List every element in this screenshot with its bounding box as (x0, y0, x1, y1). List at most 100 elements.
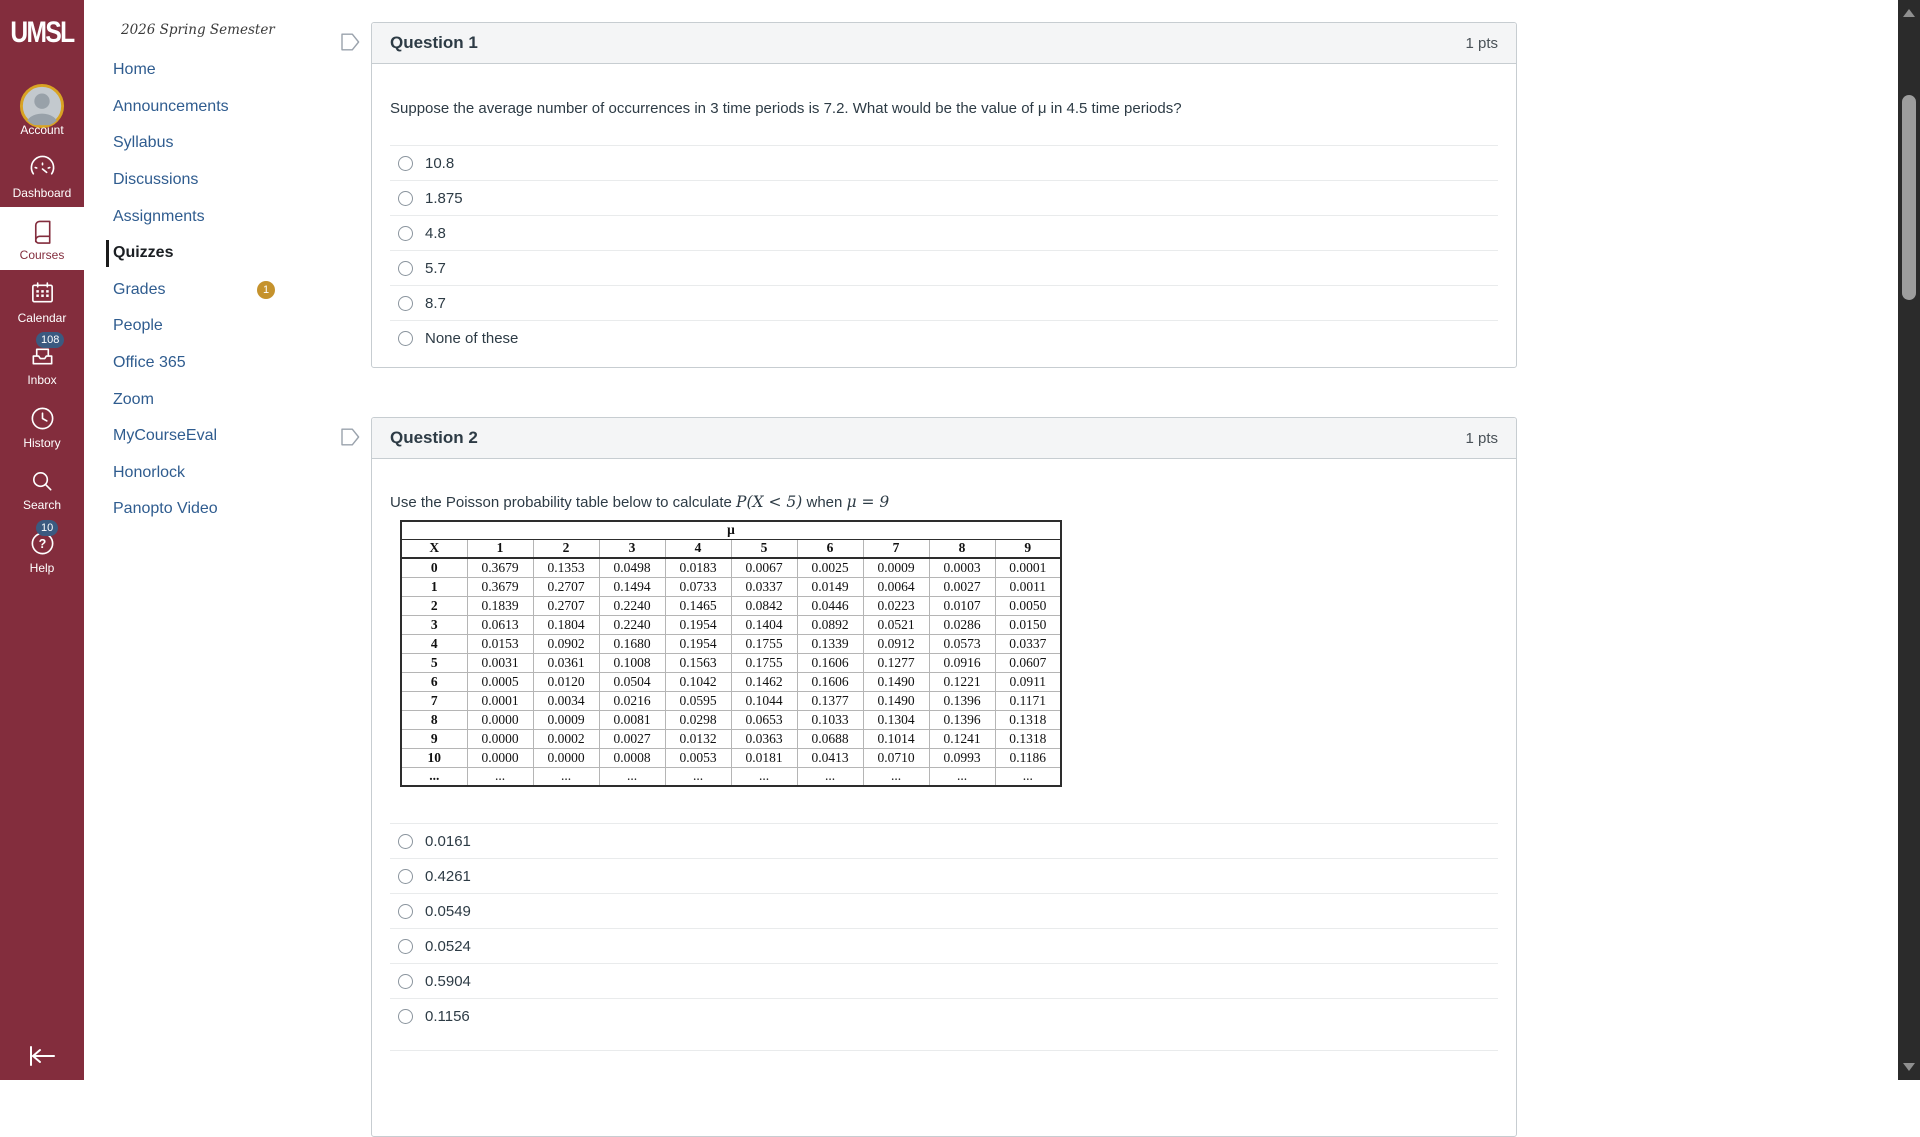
course-nav-item-people[interactable]: People (113, 308, 293, 345)
table-cell: 0.3679 (466, 557, 534, 578)
math-expression: μ = 9 (846, 493, 890, 511)
radio-button[interactable] (398, 295, 413, 311)
course-nav-label: Discussions (113, 171, 199, 189)
account-icon (19, 83, 65, 129)
table-cell: 0.0183 (664, 557, 732, 578)
radio-button[interactable] (398, 330, 413, 346)
table-cell: 0.0363 (730, 728, 798, 749)
course-nav-item-quizzes[interactable]: Quizzes (106, 235, 293, 272)
answer-option[interactable]: 4.8 (390, 215, 1498, 250)
sidebar-item-history[interactable]: History (0, 395, 84, 458)
sidebar-item-label: Calendar (17, 310, 67, 325)
course-nav-item-discussions[interactable]: Discussions (113, 162, 293, 199)
course-nav-label: People (113, 317, 163, 335)
options-divider (390, 1050, 1498, 1051)
table-cell: 0.1186 (994, 747, 1062, 768)
scroll-down-arrow-icon[interactable] (1903, 1063, 1915, 1071)
sidebar-item-account[interactable]: Account (0, 82, 84, 145)
answer-option[interactable]: 0.4261 (390, 858, 1498, 893)
answer-option[interactable]: 0.0524 (390, 928, 1498, 963)
answer-label: 0.0549 (425, 902, 471, 920)
table-cell: 0.0688 (796, 728, 864, 749)
answer-option[interactable]: 8.7 (390, 285, 1498, 320)
scroll-up-arrow-icon[interactable] (1903, 9, 1915, 17)
answer-option[interactable]: 0.0549 (390, 893, 1498, 928)
question-points: 1 pts (1465, 429, 1498, 447)
sidebar-item-label: Dashboard (12, 185, 72, 200)
answer-option[interactable]: 1.875 (390, 180, 1498, 215)
scrollbar-thumb[interactable] (1902, 95, 1916, 300)
table-cell: 0.1171 (994, 690, 1062, 711)
table-cell: 0.0916 (928, 652, 996, 673)
history-icon (29, 404, 56, 434)
sidebar-item-help[interactable]: 10 ? Help (0, 519, 84, 583)
radio-button[interactable] (398, 155, 413, 171)
sidebar-item-courses[interactable]: Courses (0, 207, 84, 270)
table-cell: 0.0337 (994, 633, 1062, 654)
global-nav-list: Account Dashboard Courses Calendar 108 I… (0, 82, 84, 582)
course-nav-item-panopto-video[interactable]: Panopto Video (113, 491, 293, 528)
answer-option[interactable]: 10.8 (390, 145, 1498, 180)
answer-option[interactable]: None of these (390, 320, 1498, 355)
course-nav-item-announcements[interactable]: Announcements (113, 89, 293, 126)
radio-button[interactable] (398, 225, 413, 241)
table-cell: 0.1339 (796, 633, 864, 654)
table-cell: 0.1404 (730, 614, 798, 635)
course-nav-label: Office 365 (113, 354, 186, 372)
dashboard-icon (29, 154, 56, 184)
answer-option[interactable]: 0.5904 (390, 963, 1498, 998)
course-nav-item-syllabus[interactable]: Syllabus (113, 125, 293, 162)
radio-button[interactable] (398, 868, 413, 884)
table-cell: 0.0912 (862, 633, 930, 654)
table-cell: 0.0993 (928, 747, 996, 768)
radio-button[interactable] (398, 260, 413, 276)
course-nav-label: Announcements (113, 97, 229, 115)
course-nav-item-honorlock[interactable]: Honorlock (113, 455, 293, 492)
table-cell: 0.0710 (862, 747, 930, 768)
collapse-sidebar-button[interactable] (22, 1042, 62, 1072)
table-cell: 0.0067 (730, 557, 798, 578)
table-cell: 0.1804 (532, 614, 600, 635)
sidebar-item-inbox[interactable]: 108 Inbox (0, 332, 84, 395)
radio-button[interactable] (398, 973, 413, 989)
table-row: 7 0.0001 0.0034 0.0216 0.0595 0.1044 0.1377 0.1… (400, 690, 1062, 711)
table-cell: 0.1490 (862, 671, 930, 692)
column-header: 2 (532, 538, 600, 559)
table-cell: ... (994, 766, 1062, 787)
question-title: Question 1 (390, 33, 478, 52)
course-nav-item-home[interactable]: Home (113, 52, 293, 89)
radio-button[interactable] (398, 190, 413, 206)
radio-button[interactable] (398, 903, 413, 919)
course-nav-item-assignments[interactable]: Assignments (113, 198, 293, 235)
radio-button[interactable] (398, 833, 413, 849)
table-cell: 0.0000 (532, 747, 600, 768)
page-scrollbar[interactable] (1898, 0, 1920, 1080)
umsl-logo[interactable]: UMSL (10, 16, 75, 49)
table-cell: 0.3679 (466, 576, 534, 597)
radio-button[interactable] (398, 938, 413, 954)
course-nav-list: Home Announcements Syllabus Discussions … (106, 52, 293, 528)
flag-question-icon[interactable] (341, 33, 360, 56)
table-cell: 0.1241 (928, 728, 996, 749)
table-cell: 0.1680 (598, 633, 666, 654)
answer-option[interactable]: 0.0161 (390, 823, 1498, 858)
answer-option[interactable]: 5.7 (390, 250, 1498, 285)
question-2-panel: Question 2 1 pts Use the Poisson probabi… (371, 417, 1517, 1137)
course-nav: 2026 Spring Semester Home Announcements … (84, 0, 374, 1080)
course-nav-item-zoom[interactable]: Zoom (113, 381, 293, 418)
table-cell: 8 (400, 709, 468, 730)
table-cell: 0.0902 (532, 633, 600, 654)
course-nav-item-grades[interactable]: Grades 1 (113, 272, 293, 309)
table-row: .............................. (400, 766, 1062, 787)
flag-question-icon[interactable] (341, 428, 360, 451)
sidebar-item-calendar[interactable]: Calendar (0, 270, 84, 333)
course-nav-item-mycourseeval[interactable]: MyCourseEval (113, 418, 293, 455)
table-cell: 0.0001 (466, 690, 534, 711)
answer-label: 8.7 (425, 294, 446, 312)
sidebar-item-search[interactable]: Search (0, 457, 84, 520)
radio-button[interactable] (398, 1008, 413, 1024)
answer-option[interactable]: 0.1156 (390, 998, 1498, 1033)
sidebar-item-dashboard[interactable]: Dashboard (0, 145, 84, 208)
course-nav-item-office-365[interactable]: Office 365 (113, 345, 293, 382)
